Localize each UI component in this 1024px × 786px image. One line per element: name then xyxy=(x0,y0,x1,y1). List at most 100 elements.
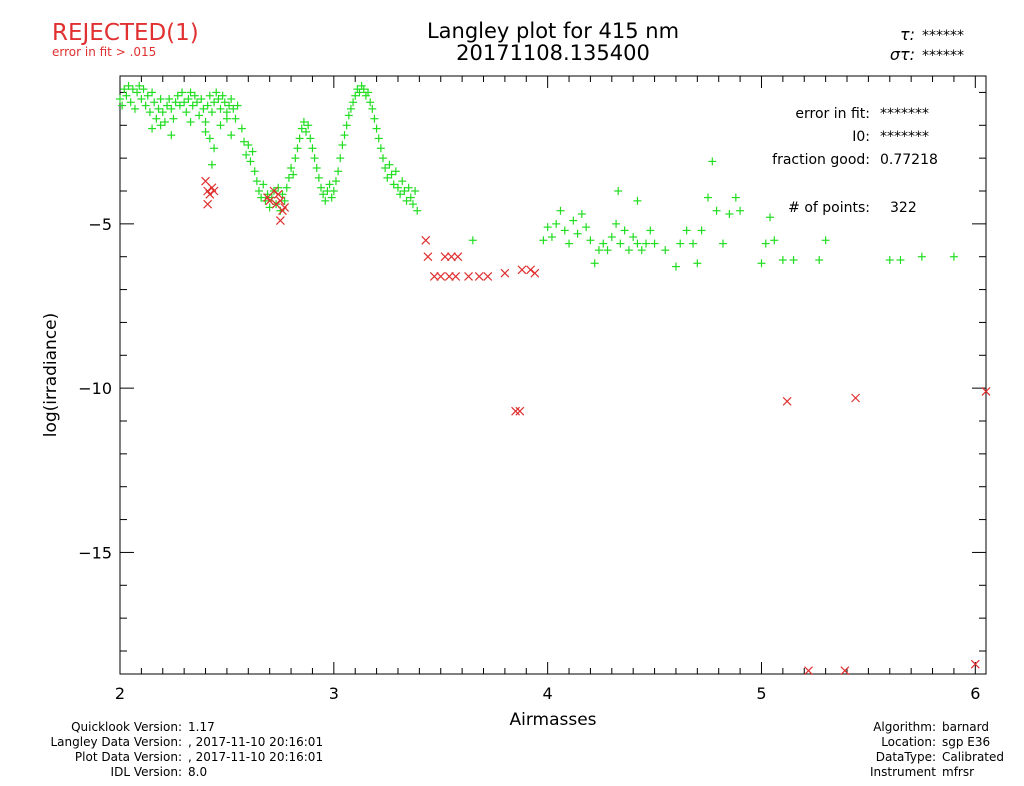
rejected-point-marker xyxy=(429,272,439,281)
good-point-marker xyxy=(586,236,595,245)
good-point-marker xyxy=(310,154,319,163)
good-point-marker xyxy=(145,108,154,117)
y-tick-label: −5 xyxy=(88,215,112,234)
good-point-marker xyxy=(186,88,195,97)
good-point-marker xyxy=(207,108,216,117)
good-point-marker xyxy=(340,131,349,140)
plot-frame xyxy=(119,75,987,675)
good-point-marker xyxy=(682,226,691,235)
x-tick-label: 6 xyxy=(970,684,980,703)
good-point-marker xyxy=(184,95,193,103)
rejected-point-marker xyxy=(271,199,281,209)
good-point-marker xyxy=(718,239,727,248)
good-point-marker xyxy=(203,101,212,110)
good-point-marker xyxy=(338,141,347,149)
footer-right-label-0: Algorithm: xyxy=(873,720,936,734)
good-point-marker xyxy=(316,183,325,192)
tau-value: ****** xyxy=(922,28,964,44)
good-point-marker xyxy=(603,246,612,255)
good-point-marker xyxy=(274,183,283,192)
rejected-point-marker xyxy=(436,272,446,281)
good-point-marker xyxy=(336,154,345,163)
good-point-marker xyxy=(167,131,176,140)
x-tick-label: 4 xyxy=(543,684,553,703)
error-in-fit-value: ******* xyxy=(880,106,929,122)
points-value: 322 xyxy=(890,200,917,216)
footer-left-value-3: 8.0 xyxy=(188,765,207,779)
good-point-marker xyxy=(207,160,216,169)
good-point-marker xyxy=(222,114,231,123)
good-point-marker xyxy=(220,98,229,107)
good-point-marker xyxy=(319,190,328,199)
good-point-marker xyxy=(560,226,569,235)
good-point-marker xyxy=(577,210,586,218)
good-point-marker xyxy=(642,239,651,248)
good-point-marker xyxy=(346,104,355,113)
good-point-marker xyxy=(156,121,165,130)
rejected-point-marker xyxy=(269,186,279,196)
good-point-marker xyxy=(398,177,407,186)
good-point-marker xyxy=(130,104,139,113)
good-point-marker xyxy=(770,236,779,245)
good-point-marker xyxy=(182,108,191,117)
good-point-marker xyxy=(411,187,420,195)
good-point-marker xyxy=(321,196,330,205)
rejected-point-marker xyxy=(483,272,493,281)
good-point-marker xyxy=(547,233,556,241)
good-point-marker xyxy=(280,196,289,205)
good-point-marker xyxy=(896,256,905,264)
good-point-marker xyxy=(295,134,304,143)
good-point-marker xyxy=(327,193,336,202)
good-point-marker xyxy=(381,164,390,172)
good-point-marker xyxy=(661,246,670,255)
good-point-marker xyxy=(210,144,219,153)
good-point-marker xyxy=(291,154,300,163)
good-point-marker xyxy=(359,85,368,94)
rejected-point-marker xyxy=(205,189,215,199)
good-point-marker xyxy=(199,104,208,113)
good-point-marker xyxy=(148,88,157,97)
good-point-marker xyxy=(404,183,413,192)
good-point-marker xyxy=(308,144,317,153)
good-point-marker xyxy=(708,157,717,166)
good-point-marker xyxy=(671,262,680,271)
good-point-marker xyxy=(391,167,400,176)
i0-label: I0: xyxy=(852,129,870,145)
good-point-marker xyxy=(186,118,195,126)
rejected-point-marker xyxy=(782,396,792,406)
good-point-marker xyxy=(569,216,578,225)
good-point-marker xyxy=(314,173,323,182)
good-point-marker xyxy=(757,259,766,268)
good-point-marker xyxy=(152,114,161,123)
rejected-point-marker xyxy=(265,196,275,206)
footer-left-label-2: Plot Data Version: xyxy=(75,750,182,764)
good-point-marker xyxy=(612,219,621,228)
good-point-marker xyxy=(257,193,266,202)
good-point-marker xyxy=(124,81,133,90)
good-point-marker xyxy=(408,200,417,209)
rejected-point-marker xyxy=(464,272,473,281)
axis-ticks: 2 3 4 5 6 −5 −10 −15 xyxy=(78,76,986,703)
good-point-marker xyxy=(383,173,392,182)
good-point-marker xyxy=(573,229,582,238)
rejected-point-marker xyxy=(203,199,213,209)
good-point-marker xyxy=(821,236,830,245)
footer-left-value-1: , 2017-11-10 20:16:01 xyxy=(188,735,323,749)
good-point-marker xyxy=(169,114,178,123)
good-point-marker xyxy=(325,180,334,189)
good-point-marker xyxy=(736,206,745,215)
good-point-marker xyxy=(646,226,655,235)
good-point-marker xyxy=(143,91,152,100)
good-point-marker xyxy=(173,91,182,100)
rejected-point-marker xyxy=(273,189,283,199)
good-point-marker xyxy=(815,256,824,264)
rejected-point-marker xyxy=(804,666,813,676)
rejected-reason: error in fit > .015 xyxy=(52,45,156,59)
good-point-marker xyxy=(620,226,629,235)
good-point-marker xyxy=(637,246,646,255)
fraction-good-label: fraction good: xyxy=(772,152,870,168)
good-point-marker xyxy=(250,167,259,176)
good-point-marker xyxy=(150,98,159,107)
error-in-fit-label: error in fit: xyxy=(795,106,870,122)
